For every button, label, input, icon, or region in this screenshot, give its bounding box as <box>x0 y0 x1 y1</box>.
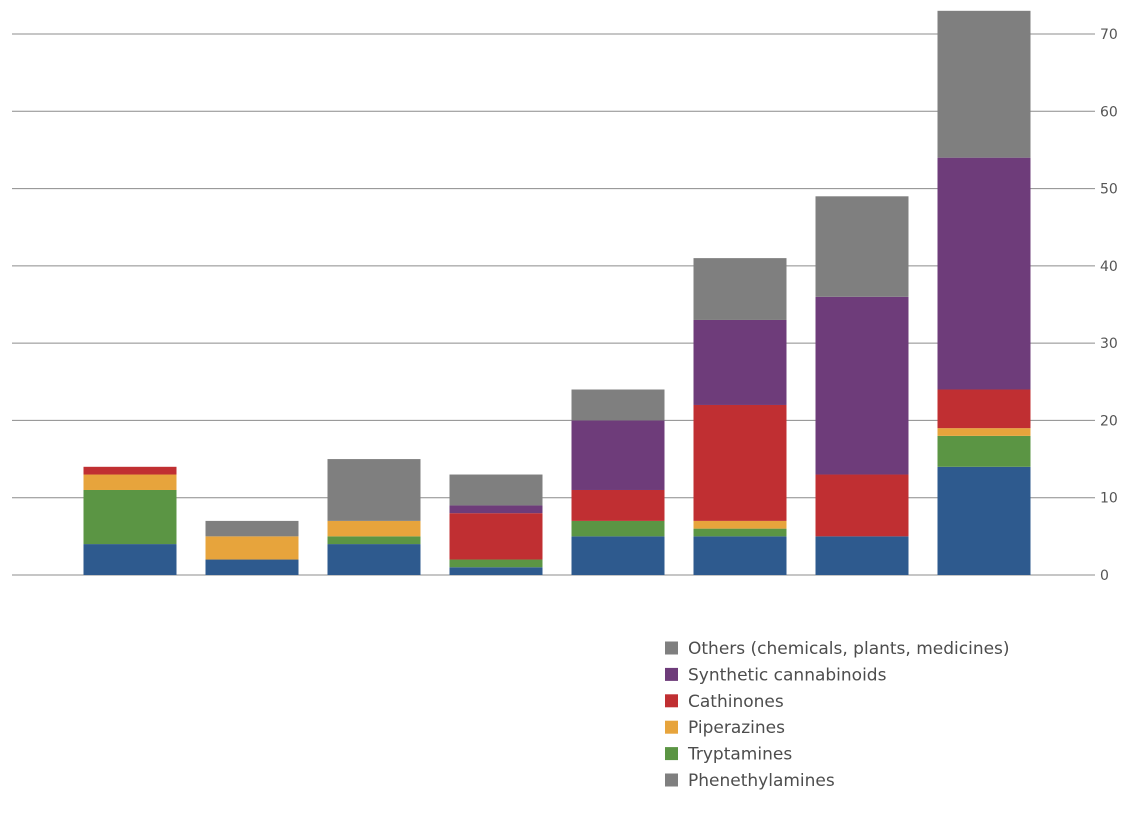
legend-swatch <box>665 641 678 655</box>
bar-segment <box>571 520 665 537</box>
legend-item: Piperazines <box>665 718 785 738</box>
legend: Others (chemicals, plants, medicines) Syn… <box>665 639 1010 791</box>
legend-item: Cathinones <box>665 692 784 712</box>
y-tick-label: 60 <box>1100 104 1118 120</box>
gridlines <box>12 33 1095 576</box>
bar-segment <box>205 520 299 537</box>
bars <box>83 10 1031 575</box>
bar-segment <box>83 489 177 545</box>
bar-segment <box>693 528 787 537</box>
bar-segment <box>83 544 177 575</box>
bar-stack <box>937 10 1031 575</box>
legend-swatch <box>665 773 678 787</box>
y-tick-label: 50 <box>1100 182 1118 198</box>
bar-segment <box>937 466 1031 575</box>
bar-stack <box>205 520 299 575</box>
bar-segment <box>449 567 543 575</box>
bar-segment <box>693 404 787 521</box>
bar-segment <box>327 536 421 545</box>
bar-segment <box>449 474 543 506</box>
bar-segment <box>815 536 909 575</box>
y-tick-label: 30 <box>1100 336 1118 352</box>
bar-segment <box>815 474 909 537</box>
bar-segment <box>937 435 1031 467</box>
bar-segment <box>83 466 177 475</box>
legend-label: Phenethylamines <box>688 771 835 791</box>
y-tick-label: 20 <box>1100 413 1118 429</box>
bar-segment <box>693 258 787 320</box>
y-tick-label: 40 <box>1100 259 1118 275</box>
bar-segment <box>693 536 787 575</box>
bar-segment <box>83 474 177 490</box>
legend-swatch <box>665 747 678 761</box>
legend-item: Tryptamines <box>665 745 792 765</box>
bar-segment <box>937 157 1031 390</box>
legend-label: Cathinones <box>688 692 784 712</box>
bar-segment <box>205 536 299 560</box>
y-tick-label: 10 <box>1100 491 1118 507</box>
legend-label: Synthetic cannabinoids <box>688 665 887 685</box>
bar-segment <box>327 459 421 521</box>
legend-item: Phenethylamines <box>665 771 835 791</box>
bar-segment <box>815 196 909 297</box>
bar-segment <box>205 559 299 575</box>
bar-segment <box>449 505 543 514</box>
bar-segment <box>449 513 543 560</box>
bar-segment <box>327 544 421 575</box>
bar-segment <box>815 296 909 475</box>
legend-label: Others (chemicals, plants, medicines) <box>688 639 1010 659</box>
legend-swatch <box>665 720 678 734</box>
bar-segment <box>693 319 787 405</box>
y-tick-label: 70 <box>1100 27 1118 43</box>
y-tick-label: 0 <box>1100 568 1109 584</box>
bar-segment <box>571 389 665 421</box>
bar-stack <box>815 196 909 575</box>
bar-segment <box>327 520 421 537</box>
y-axis: 0 10 20 30 40 50 60 70 <box>1100 27 1118 584</box>
bar-stack <box>83 466 177 575</box>
bar-segment <box>571 536 665 575</box>
bar-stack <box>571 389 665 575</box>
legend-swatch <box>665 667 678 681</box>
legend-label: Tryptamines <box>687 745 792 765</box>
bar-segment <box>937 10 1031 158</box>
bar-stack <box>693 258 787 575</box>
legend-swatch <box>665 694 678 708</box>
bar-stack <box>327 459 421 575</box>
bar-segment <box>571 420 665 490</box>
legend-item: Synthetic cannabinoids <box>665 665 887 685</box>
bar-segment <box>449 559 543 568</box>
bar-segment <box>937 389 1031 429</box>
bar-stack <box>449 474 543 575</box>
legend-item: Others (chemicals, plants, medicines) <box>665 639 1010 659</box>
bar-segment <box>571 489 665 521</box>
bar-segment <box>937 428 1031 436</box>
bar-segment <box>693 520 787 529</box>
legend-label: Piperazines <box>688 718 785 738</box>
